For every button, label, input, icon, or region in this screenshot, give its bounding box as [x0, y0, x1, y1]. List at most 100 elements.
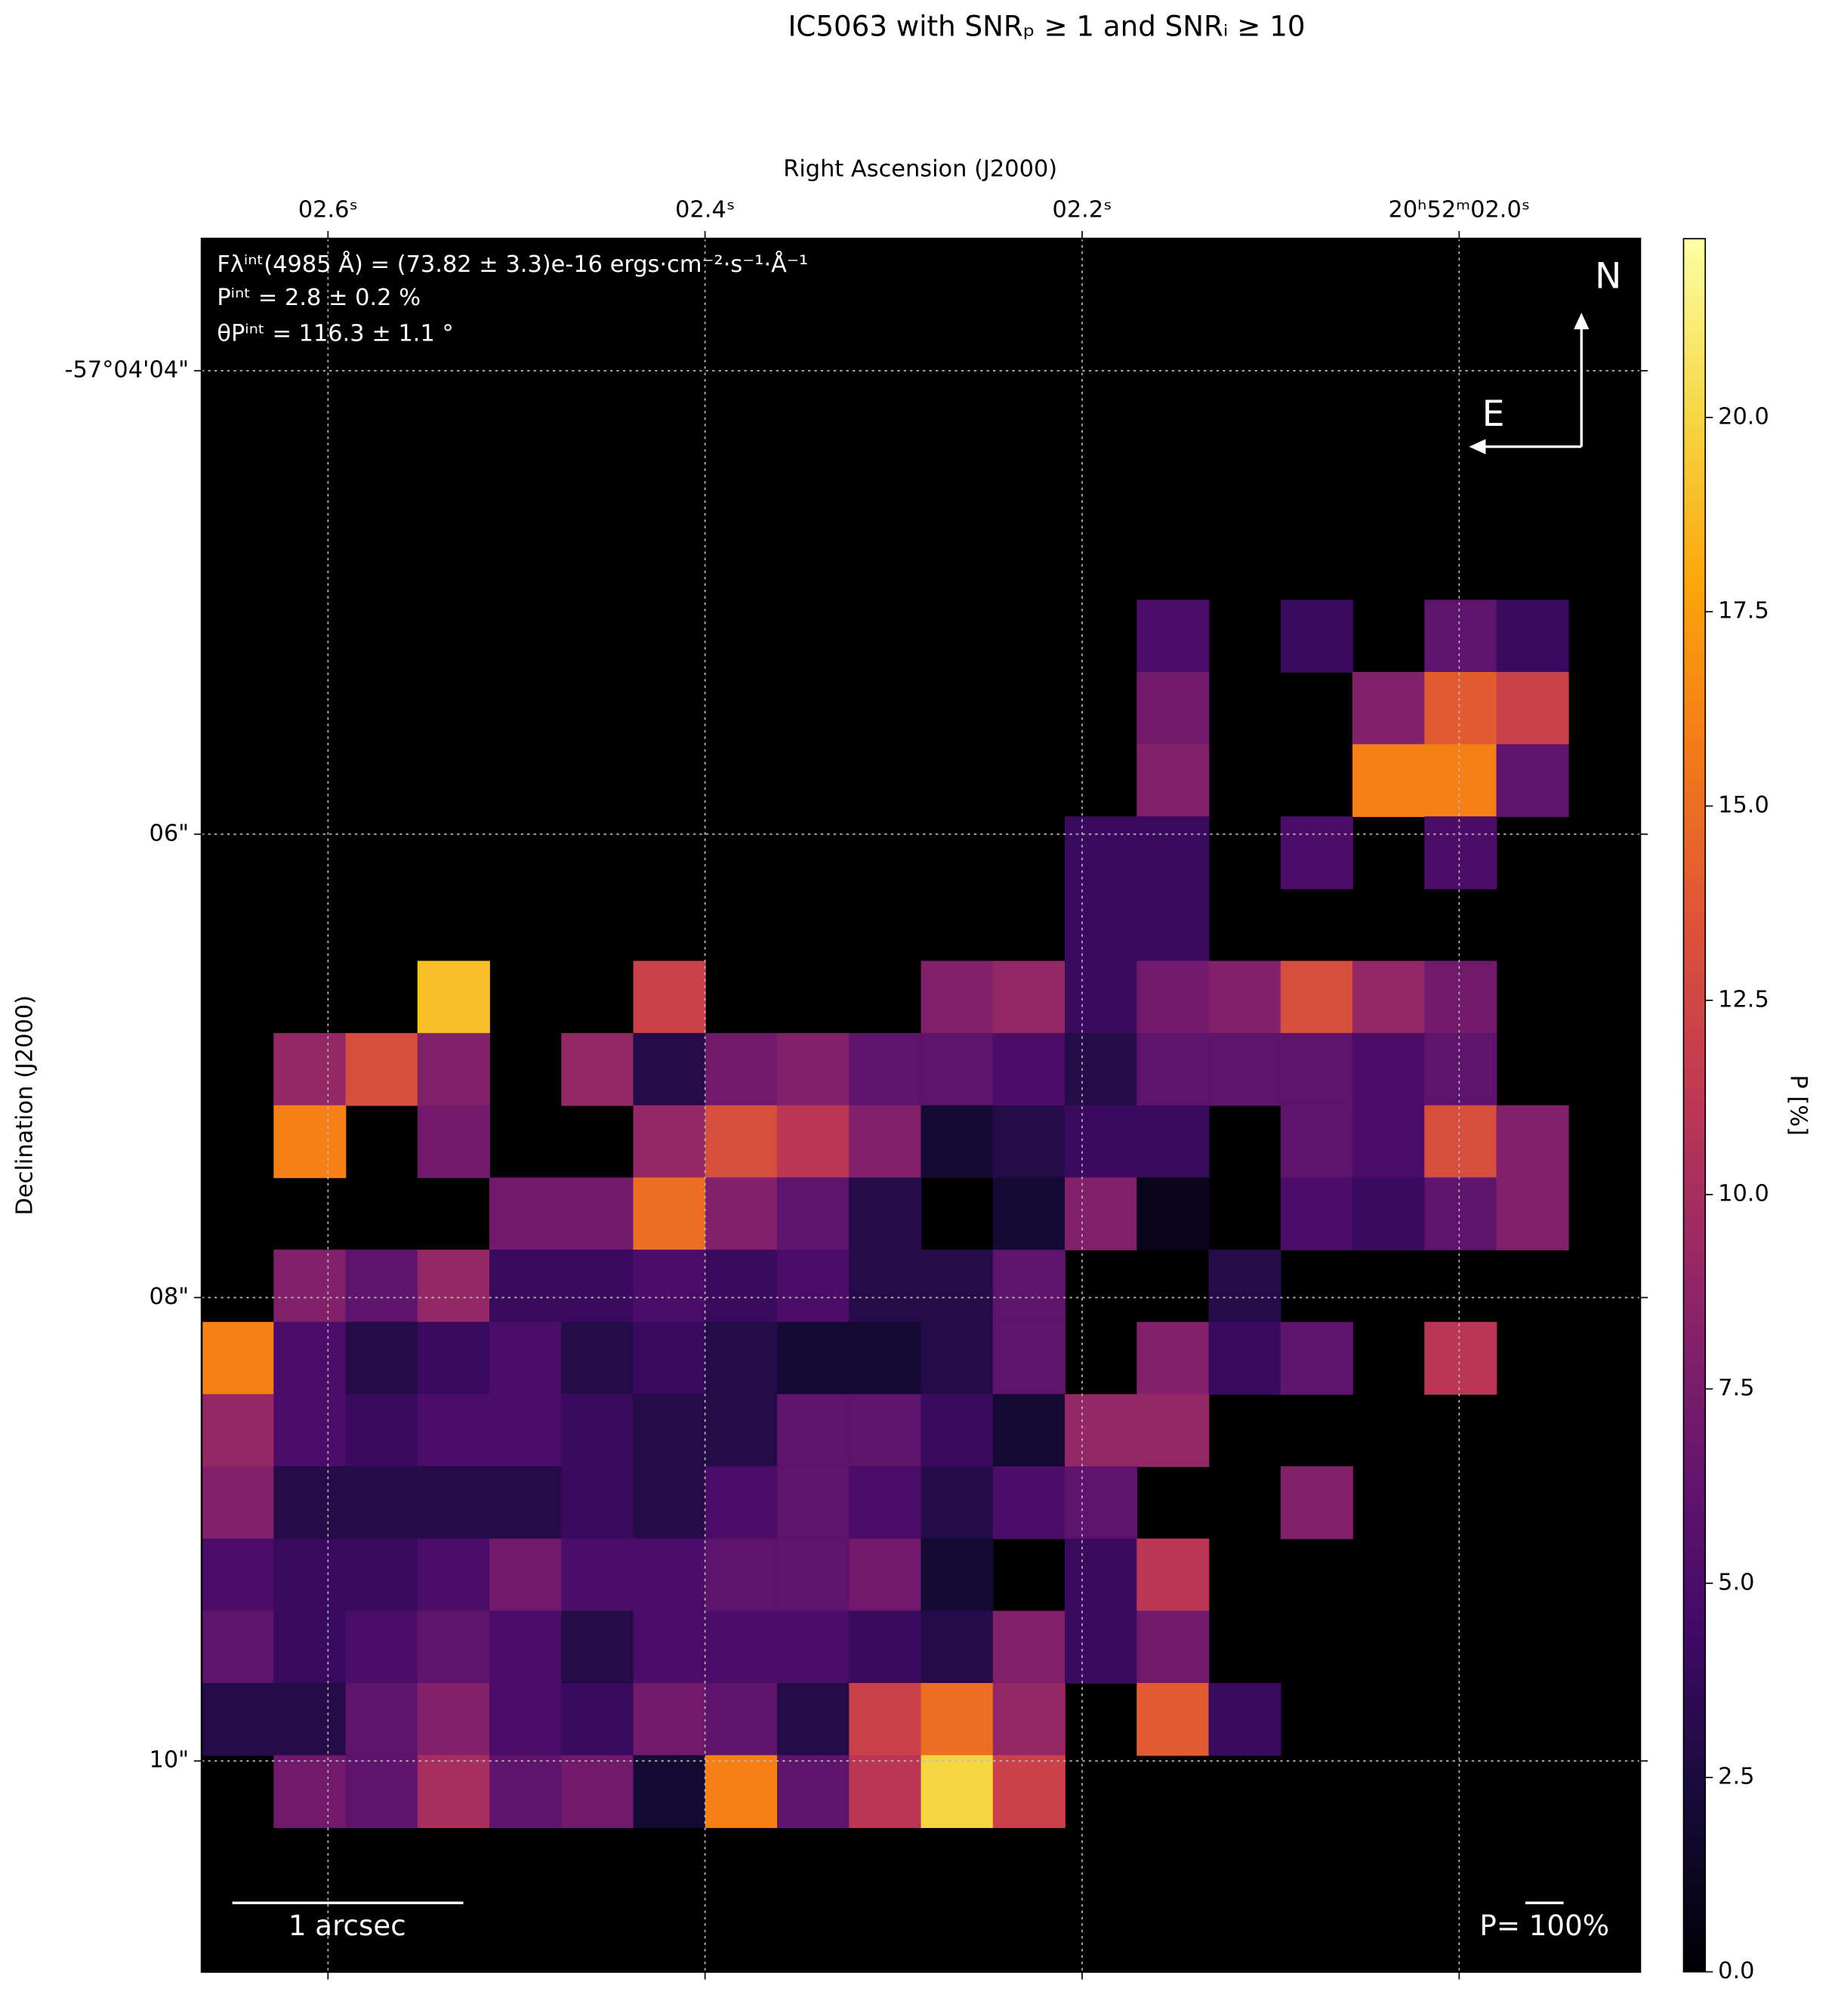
heatmap-cell — [273, 1250, 347, 1323]
heatmap-cell — [705, 1755, 778, 1829]
heatmap-cell — [705, 1033, 778, 1106]
heatmap-cell — [1136, 960, 1210, 1034]
heatmap-cell — [921, 1611, 994, 1684]
colorbar-tick-label: 20.0 — [1718, 403, 1769, 430]
heatmap-cell — [1496, 1177, 1569, 1250]
heatmap-cell — [561, 1682, 634, 1756]
heatmap-cell — [202, 1321, 275, 1395]
heatmap-cell — [489, 1177, 563, 1250]
heatmap-cell — [777, 1466, 850, 1540]
heatmap-cell — [1280, 1105, 1353, 1179]
heatmap-cell — [273, 1755, 347, 1829]
compass-arrow-head — [1574, 313, 1590, 330]
heatmap-cell — [921, 960, 994, 1034]
heatmap-cell — [489, 1755, 563, 1829]
heatmap-cell — [705, 1466, 778, 1540]
heatmap-cell — [1136, 888, 1210, 962]
heatmap-cell — [849, 1755, 922, 1829]
heatmap-cell — [345, 1033, 418, 1106]
heatmap-cell — [633, 1250, 706, 1323]
colorbar — [1682, 238, 1707, 1973]
annotation: Fλⁱⁿᵗ(4985 Å) = (73.82 ± 3.3)e-16 ergs·c… — [217, 251, 808, 278]
heatmap-cell — [1065, 960, 1138, 1034]
heatmap-cell — [1280, 1466, 1353, 1540]
x-tick-label: 20ʰ52ᵐ02.0ˢ — [1388, 196, 1530, 223]
heatmap-cell — [992, 1321, 1065, 1395]
heatmap-cell — [705, 1611, 778, 1684]
heatmap-cell — [417, 1611, 490, 1684]
heatmap-cell — [345, 1755, 418, 1829]
heatmap-cell — [777, 1250, 850, 1323]
heatmap-cell — [561, 1538, 634, 1612]
heatmap-cell — [992, 1177, 1065, 1250]
colorbar-tick-label: 10.0 — [1718, 1181, 1769, 1207]
heatmap-cell — [561, 1466, 634, 1540]
heatmap-cell — [1424, 1177, 1497, 1250]
x-tick-label: 02.2ˢ — [1052, 196, 1112, 223]
heatmap-cell — [1280, 960, 1353, 1034]
heatmap-cell — [561, 1177, 634, 1250]
heatmap-cell — [777, 1321, 850, 1395]
heatmap-cell — [345, 1250, 418, 1323]
heatmap-cell — [1136, 1321, 1210, 1395]
heatmap-cell — [849, 1105, 922, 1179]
heatmap-cell — [1424, 960, 1497, 1034]
heatmap-cell — [849, 1033, 922, 1106]
heatmap-cell — [1136, 1682, 1210, 1756]
heatmap-cell — [992, 1033, 1065, 1106]
heatmap-cell — [921, 1682, 994, 1756]
heatmap-cell — [777, 1177, 850, 1250]
heatmap-cell — [1065, 1033, 1138, 1106]
heatmap-cell — [417, 1394, 490, 1467]
compass-arrow-head — [1469, 439, 1486, 455]
heatmap-cell — [633, 1394, 706, 1467]
heatmap-cell — [417, 1466, 490, 1540]
heatmap-cell — [1424, 744, 1497, 818]
heatmap-cell — [489, 1321, 563, 1395]
heatmap-cell — [1136, 1105, 1210, 1179]
heatmap-cell — [921, 1321, 994, 1395]
heatmap-cell — [1280, 1033, 1353, 1106]
heatmap-cell — [921, 1105, 994, 1179]
heatmap-cell — [561, 1321, 634, 1395]
heatmap-cell — [1136, 744, 1210, 818]
compass-east: E — [1482, 393, 1505, 435]
heatmap-cell — [705, 1177, 778, 1250]
heatmap-cell — [777, 1611, 850, 1684]
heatmap-cell — [1280, 1321, 1353, 1395]
colorbar-tick-label: 17.5 — [1718, 598, 1769, 624]
heatmap-cell — [561, 1394, 634, 1467]
heatmap-cell — [777, 1105, 850, 1179]
heatmap-cell — [561, 1755, 634, 1829]
heatmap-cell — [633, 960, 706, 1034]
heatmap-cell — [489, 1682, 563, 1756]
heatmap-cell — [345, 1321, 418, 1395]
heatmap-cell — [489, 1538, 563, 1612]
y-axis-label: Declination (J2000) — [11, 995, 38, 1216]
heatmap-cell — [921, 1394, 994, 1467]
heatmap-cell — [202, 1611, 275, 1684]
heatmap-cell — [849, 1321, 922, 1395]
heatmap-cell — [273, 1466, 347, 1540]
heatmap-cell — [345, 1682, 418, 1756]
heatmap-cell — [633, 1466, 706, 1540]
heatmap-cell — [417, 1755, 490, 1829]
chart-title: IC5063 with SNRₚ ≥ 1 and SNRᵢ ≥ 10 — [788, 10, 1305, 43]
heatmap-cell — [1352, 1177, 1426, 1250]
heatmap-cell — [921, 1250, 994, 1323]
heatmap-cell — [1136, 1611, 1210, 1684]
heatmap-cell — [1280, 816, 1353, 889]
heatmap-cell — [1208, 1033, 1281, 1106]
heatmap-cell — [1208, 1250, 1281, 1323]
heatmap-cell — [777, 1033, 850, 1106]
heatmap-cell — [992, 1105, 1065, 1179]
heatmap-cell — [273, 1105, 347, 1179]
heatmap-cell — [345, 1466, 418, 1540]
colorbar-tick-label: 0.0 — [1718, 1958, 1754, 1984]
heatmap-cell — [1136, 1177, 1210, 1250]
heatmap-cell — [849, 1538, 922, 1612]
heatmap-cell — [777, 1538, 850, 1612]
heatmap-cell — [202, 1538, 275, 1612]
x-tick-label: 02.4ˢ — [675, 196, 735, 223]
heatmap-cell — [1424, 816, 1497, 889]
